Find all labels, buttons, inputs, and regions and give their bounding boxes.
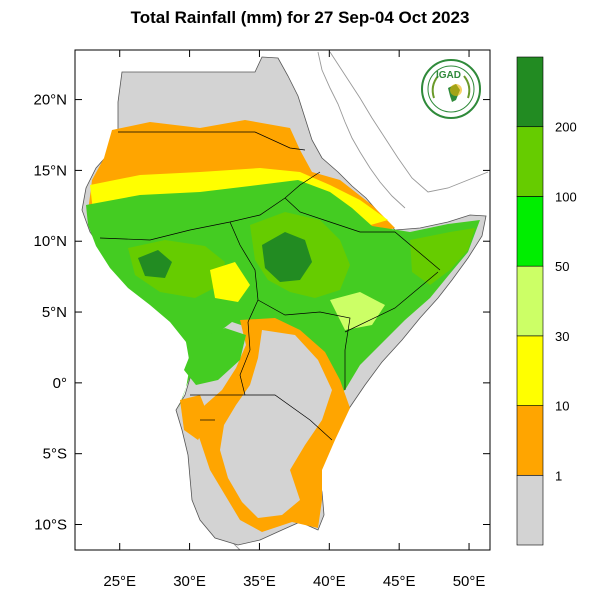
rainfall-legend: 1 10 30 50 100 200: [516, 56, 577, 546]
legend-label: 30: [555, 329, 569, 344]
legend-swatch: [516, 335, 544, 406]
plot-frame: [74, 49, 491, 551]
lon-tick-label: 30°E: [173, 573, 206, 590]
legend-swatch: [516, 56, 544, 128]
lon-tick-label: 40°E: [313, 573, 346, 590]
lat-tick-label: 10°N: [33, 233, 67, 250]
longitude-axis: 25°E 30°E 35°E 40°E 45°E 50°E: [103, 50, 485, 590]
lat-tick-label: 5°S: [43, 446, 67, 463]
legend-swatch: [516, 474, 544, 546]
lat-tick-label: 10°S: [34, 517, 67, 534]
legend-swatch: [516, 126, 544, 197]
legend-swatch: [516, 196, 544, 267]
lat-tick-label: 20°N: [33, 92, 67, 109]
logo-text: IGAD: [436, 70, 461, 81]
legend-label: 50: [555, 259, 569, 274]
legend-swatch: [516, 265, 544, 337]
country-borders: [99, 131, 441, 441]
legend-label: 100: [555, 189, 577, 204]
legend-label: 200: [555, 120, 577, 135]
lon-tick-label: 50°E: [453, 573, 486, 590]
legend-label: 10: [555, 399, 569, 414]
lon-tick-label: 25°E: [103, 573, 136, 590]
rainfall-fields: [86, 120, 480, 532]
lat-tick-label: 15°N: [33, 162, 67, 179]
latitude-axis: 20°N 15°N 10°N 5°N 0° 5°S 10°S: [33, 92, 490, 534]
igad-logo: IGAD: [420, 58, 482, 120]
legend-swatch: [516, 405, 544, 476]
lon-tick-label: 35°E: [243, 573, 276, 590]
lat-tick-label: 5°N: [42, 304, 67, 321]
legend-label: 1: [555, 468, 562, 483]
lon-tick-label: 45°E: [383, 573, 416, 590]
lat-tick-label: 0°: [53, 375, 67, 392]
map-title: Total Rainfall (mm) for 27 Sep-04 Oct 20…: [130, 8, 470, 27]
